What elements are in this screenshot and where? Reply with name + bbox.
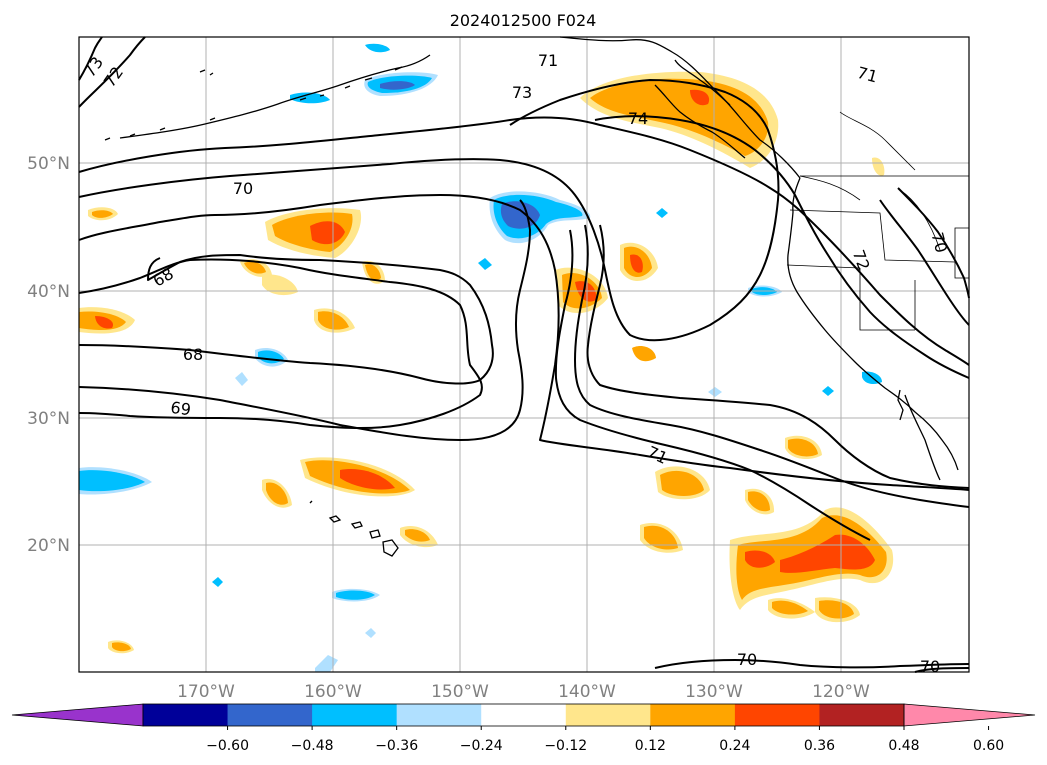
colorbar-extend-high [903,703,1036,727]
negative-blob-gulf-alaska [489,191,591,244]
contour-label: 70 [737,650,757,669]
contour-label: 71 [855,63,880,87]
contour-label: 69 [169,398,192,420]
lon-label: 120°W [812,682,870,702]
colorbar-segment [481,704,567,726]
positive-blob-midpacific [265,208,362,258]
contour-label: 73 [512,83,532,102]
colorbar-segment [312,704,398,726]
colorbar-segment [396,704,482,726]
colorbar-tick-label: 0.60 [973,738,1004,754]
contour-label: 71 [538,51,558,70]
map-title: 2024012500 F024 [450,11,597,30]
contour-label: 70 [920,657,940,676]
lat-label: 50°N [27,154,70,174]
lat-label: 40°N [27,282,70,302]
positive-blob-west1 [79,307,135,334]
colorbar-tick-label: −0.12 [544,738,587,754]
longitude-labels: 170°W 160°W 150°W 140°W 130°W 120°W [177,682,870,702]
colorbar-segment [819,704,905,726]
coastlines [104,36,959,557]
colorbar-segment [227,704,313,726]
lon-label: 140°W [558,682,616,702]
lon-label: 150°W [431,682,489,702]
lat-label: 30°N [27,409,70,429]
colorbar-segment [734,704,820,726]
colorbar-segment [565,704,651,726]
positive-blob-subtropical [729,507,894,610]
borders [786,111,970,331]
colorbar-tick-label: −0.48 [291,738,334,754]
colorbar: −0.60 −0.48 −0.36 −0.24 −0.12 0.12 0.24 0.36 0.4… [11,703,1036,754]
colorbar-tick-label: −0.36 [375,738,418,754]
colorbar-tick-label: 0.48 [888,738,919,754]
colorbar-extend-low [11,703,144,727]
height-contours [78,36,970,673]
colorbar-tick-label: 0.24 [719,738,750,754]
colorbar-segment [650,704,736,726]
lon-label: 170°W [177,682,235,702]
map-border [78,36,970,673]
contour-label: 70 [928,230,952,255]
contour-label: 70 [233,179,253,198]
negative-blob-aleutian [290,43,438,104]
contour-label: 74 [628,109,648,128]
colorbar-tick-label: 0.36 [804,738,835,754]
latitude-labels: 50°N 40°N 30°N 20°N [27,154,70,556]
colorbar-tick-label: −0.24 [460,738,503,754]
colorbar-frame [142,703,905,727]
contour-label: 68 [183,345,203,364]
positive-small-blobs [88,157,885,654]
lat-label: 20°N [27,536,70,556]
colorbar-tick-label: 0.12 [635,738,666,754]
negative-small-blobs [79,208,882,672]
colorbar-segment [143,704,229,726]
colorbar-tick-label: −0.60 [206,738,249,754]
lon-label: 130°W [685,682,743,702]
lon-label: 160°W [304,682,362,702]
